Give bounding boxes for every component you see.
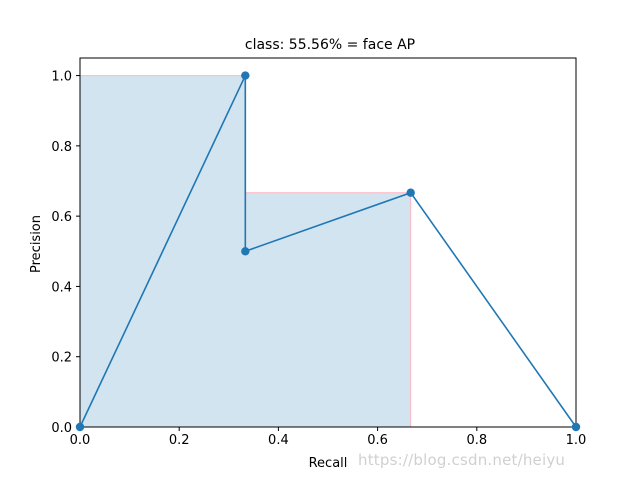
x-tick-label: 0.8 xyxy=(466,433,487,448)
y-tick-label: 1.0 xyxy=(51,70,72,85)
chart-title: class: 55.56% = face AP xyxy=(245,37,415,53)
x-tick-label: 1.0 xyxy=(566,433,587,448)
axes-frame xyxy=(79,57,577,428)
y-tick-label: 0.4 xyxy=(51,280,72,295)
x-tick-label: 0.6 xyxy=(367,433,388,448)
y-tick-label: 0.2 xyxy=(51,351,72,366)
y-tick-label: 0.6 xyxy=(51,210,72,225)
y-tick-label: 0.8 xyxy=(51,140,72,155)
plot-area: 0.0 0.2 0.4 0.6 0.8 1.0 0.0 0.2 0.4 0.6 0.8 1.0 xyxy=(51,57,587,448)
data-point-marker xyxy=(241,247,250,256)
x-tick-label: 0.0 xyxy=(70,433,91,448)
data-point-marker xyxy=(406,188,415,197)
watermark-text: https://blog.csdn.net/heiyu xyxy=(358,451,566,469)
y-tick-label: 0.0 xyxy=(51,421,72,436)
x-tick-label: 0.4 xyxy=(268,433,289,448)
x-tick-label: 0.2 xyxy=(169,433,190,448)
y-axis-label: Precision xyxy=(29,215,44,273)
data-point-marker xyxy=(75,422,85,432)
data-point-marker xyxy=(571,422,581,432)
data-point-marker xyxy=(241,71,250,80)
x-axis-label: Recall xyxy=(309,456,348,471)
